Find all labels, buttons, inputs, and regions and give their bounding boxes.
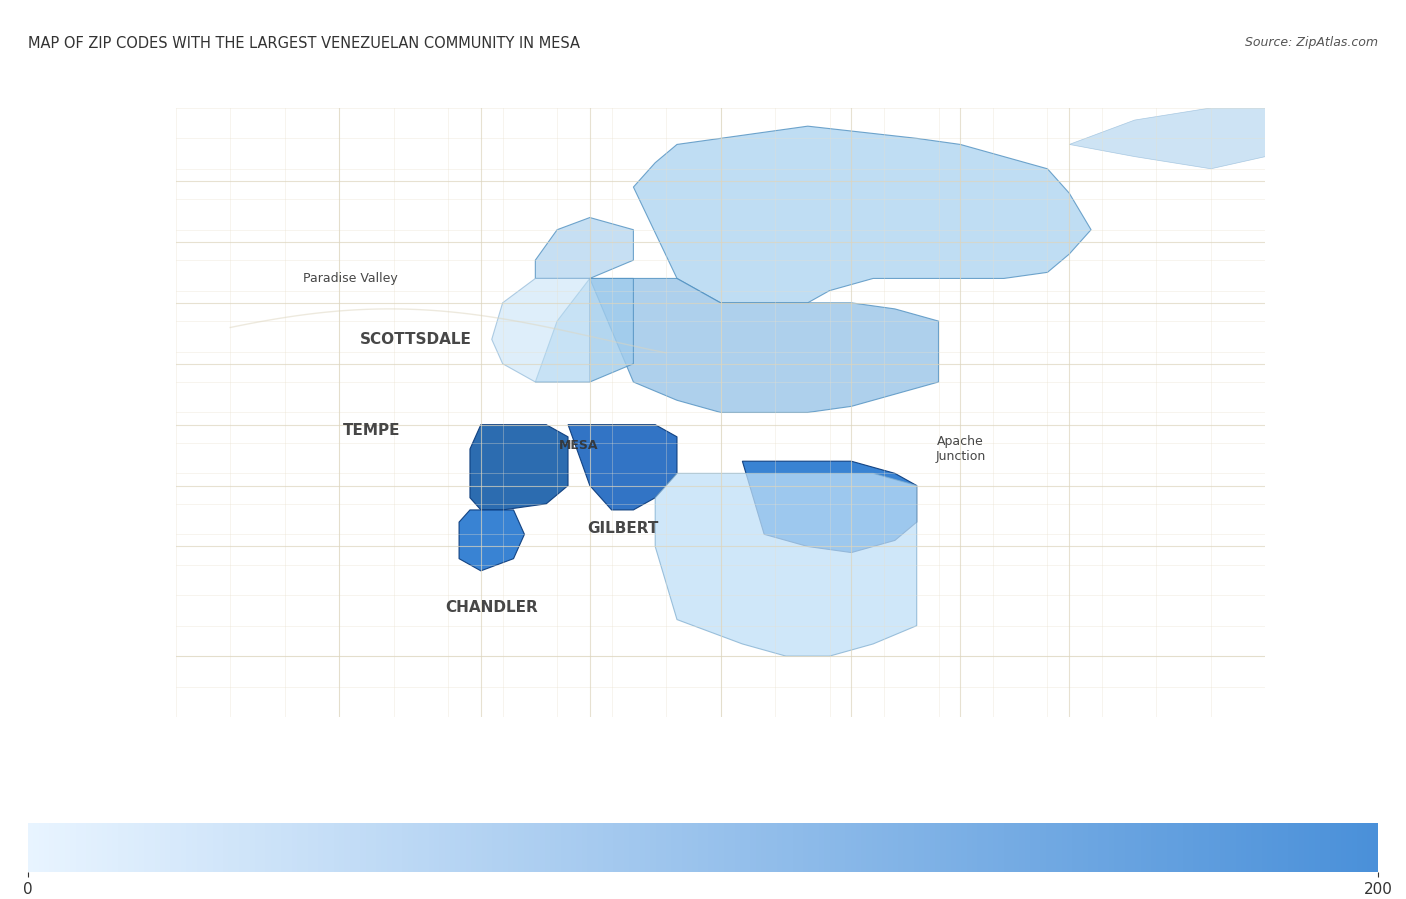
Text: CHANDLER: CHANDLER: [446, 600, 538, 615]
Polygon shape: [1069, 108, 1265, 169]
Polygon shape: [492, 279, 591, 382]
Polygon shape: [742, 461, 917, 553]
Text: MAP OF ZIP CODES WITH THE LARGEST VENEZUELAN COMMUNITY IN MESA: MAP OF ZIP CODES WITH THE LARGEST VENEZU…: [28, 36, 581, 51]
Polygon shape: [536, 279, 633, 382]
Text: Paradise Valley: Paradise Valley: [302, 271, 398, 285]
Text: MESA: MESA: [560, 440, 599, 452]
Text: Source: ZipAtlas.com: Source: ZipAtlas.com: [1244, 36, 1378, 49]
Text: TEMPE: TEMPE: [343, 423, 401, 438]
Polygon shape: [655, 474, 917, 656]
Polygon shape: [591, 279, 939, 413]
Polygon shape: [458, 510, 524, 571]
Text: Apache
Junction: Apache Junction: [935, 435, 986, 463]
Text: GILBERT: GILBERT: [586, 521, 658, 536]
Polygon shape: [633, 126, 1091, 303]
Text: SCOTTSDALE: SCOTTSDALE: [360, 332, 471, 347]
Polygon shape: [470, 424, 568, 510]
Polygon shape: [536, 218, 633, 279]
Polygon shape: [568, 424, 678, 510]
